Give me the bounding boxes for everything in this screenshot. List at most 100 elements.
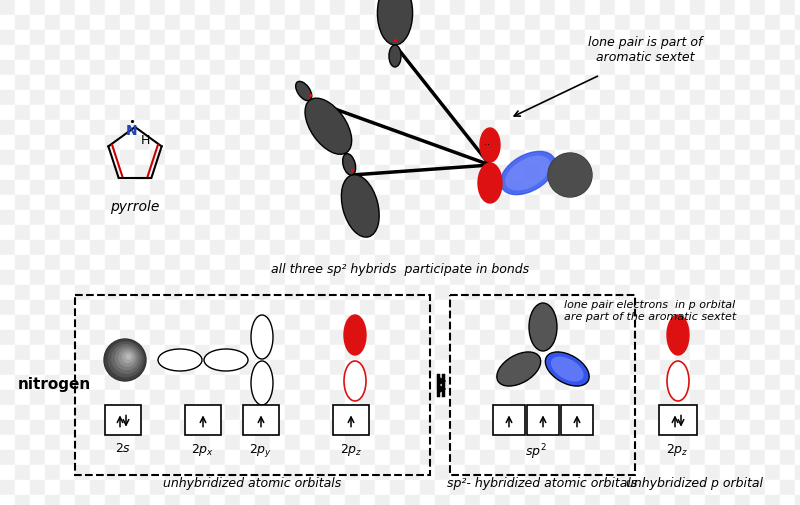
Bar <box>150 330 165 345</box>
Bar <box>0 0 15 15</box>
Bar <box>750 45 765 60</box>
Bar <box>795 465 800 480</box>
Bar <box>795 480 800 495</box>
Bar <box>495 45 510 60</box>
Bar <box>0 270 15 285</box>
Bar <box>600 75 615 90</box>
Bar <box>570 345 585 360</box>
Bar <box>660 315 675 330</box>
Bar <box>450 360 465 375</box>
Bar <box>765 135 780 150</box>
Bar <box>660 495 675 505</box>
Bar <box>180 210 195 225</box>
Bar <box>120 90 135 105</box>
Bar <box>690 165 705 180</box>
Bar <box>375 30 390 45</box>
Bar <box>540 450 555 465</box>
Bar <box>495 105 510 120</box>
Bar <box>705 120 720 135</box>
Bar <box>180 255 195 270</box>
Bar <box>525 120 540 135</box>
Bar <box>330 345 345 360</box>
Bar <box>780 345 795 360</box>
Bar <box>120 225 135 240</box>
Bar <box>585 300 600 315</box>
Bar <box>540 420 555 435</box>
Bar <box>105 255 120 270</box>
Bar <box>750 180 765 195</box>
Bar <box>780 105 795 120</box>
Bar <box>45 285 60 300</box>
Bar <box>435 210 450 225</box>
Bar <box>255 150 270 165</box>
Bar <box>630 285 645 300</box>
Bar <box>105 45 120 60</box>
Bar <box>555 300 570 315</box>
Bar <box>495 375 510 390</box>
Bar <box>135 405 150 420</box>
Bar <box>270 390 285 405</box>
Bar <box>270 165 285 180</box>
Bar <box>660 90 675 105</box>
Bar <box>480 210 495 225</box>
Bar <box>795 390 800 405</box>
Bar <box>630 75 645 90</box>
Bar <box>75 150 90 165</box>
Bar <box>660 120 675 135</box>
Bar <box>450 285 465 300</box>
Bar <box>750 330 765 345</box>
Bar <box>135 90 150 105</box>
Bar <box>75 330 90 345</box>
Bar <box>570 225 585 240</box>
Bar <box>15 150 30 165</box>
Bar <box>780 15 795 30</box>
Bar <box>315 375 330 390</box>
Bar <box>300 495 315 505</box>
Bar <box>510 345 525 360</box>
Bar <box>243 405 279 435</box>
Bar <box>390 45 405 60</box>
Bar <box>450 405 465 420</box>
Bar <box>480 375 495 390</box>
Bar <box>105 405 141 435</box>
Bar <box>405 255 420 270</box>
Bar <box>570 180 585 195</box>
Bar <box>600 480 615 495</box>
Bar <box>45 210 60 225</box>
Bar <box>360 345 375 360</box>
Bar <box>15 390 30 405</box>
Bar <box>615 450 630 465</box>
Bar <box>165 15 180 30</box>
Text: $2p_z$: $2p_z$ <box>340 442 362 458</box>
Bar <box>225 30 240 45</box>
Bar <box>15 375 30 390</box>
Bar <box>645 15 660 30</box>
Bar <box>660 165 675 180</box>
Bar <box>30 240 45 255</box>
Bar <box>210 90 225 105</box>
Bar <box>165 420 180 435</box>
Bar <box>60 315 75 330</box>
Bar <box>270 0 285 15</box>
Bar <box>675 0 690 15</box>
Bar <box>0 135 15 150</box>
Bar <box>390 30 405 45</box>
Bar <box>585 495 600 505</box>
Bar <box>570 420 585 435</box>
Bar <box>465 105 480 120</box>
Bar <box>330 420 345 435</box>
Bar <box>510 165 525 180</box>
Bar <box>420 180 435 195</box>
Bar <box>210 300 225 315</box>
Bar <box>135 300 150 315</box>
Bar <box>375 300 390 315</box>
Bar <box>195 495 210 505</box>
Bar <box>210 495 225 505</box>
Bar <box>660 285 675 300</box>
Bar <box>150 240 165 255</box>
Bar <box>795 105 800 120</box>
Bar <box>480 255 495 270</box>
Bar <box>360 45 375 60</box>
Bar <box>600 165 615 180</box>
Text: $2p_z$: $2p_z$ <box>666 442 688 458</box>
